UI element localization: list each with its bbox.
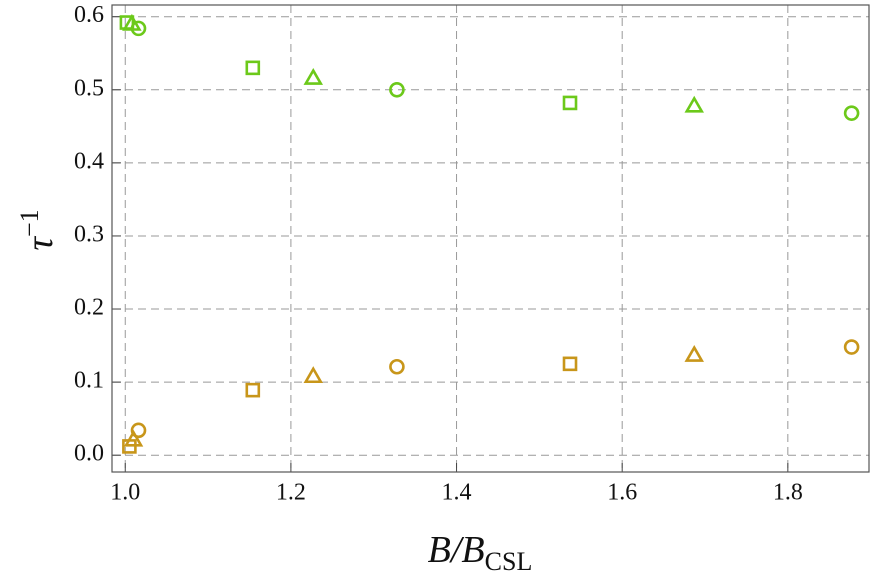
x-tick-label: 1.4 xyxy=(442,480,472,506)
triangle-marker xyxy=(303,366,324,384)
y-tick-label: 0.1 xyxy=(74,368,104,394)
plot-frame xyxy=(111,4,870,473)
x-axis-label: B/BCSL xyxy=(428,529,533,571)
triangle-marker xyxy=(303,67,324,85)
x-tick-label: 1.8 xyxy=(773,480,803,506)
x-label-sub: CSL xyxy=(485,547,533,571)
y-tick-label: 0.2 xyxy=(74,295,104,321)
x-tick-label: 1.6 xyxy=(607,480,637,506)
y-axis-label: τ−1 xyxy=(15,209,61,250)
y-tick-label: 0.0 xyxy=(74,441,104,467)
x-label-base: B/B xyxy=(428,529,485,571)
square-marker xyxy=(245,382,261,398)
triangle-marker xyxy=(684,344,704,362)
square-marker xyxy=(245,60,261,76)
y-label-base: τ xyxy=(19,236,61,251)
circle-marker xyxy=(130,20,147,37)
y-tick-label: 0.5 xyxy=(74,75,104,101)
circle-marker xyxy=(389,358,405,375)
y-tick-label: 0.3 xyxy=(74,221,104,247)
square-marker xyxy=(562,356,578,372)
circle-marker xyxy=(389,81,405,98)
y-tick-label: 0.4 xyxy=(74,148,104,174)
circle-marker xyxy=(843,105,860,121)
square-marker xyxy=(562,95,578,111)
triangle-marker xyxy=(123,429,144,447)
y-tick-label: 0.6 xyxy=(74,2,104,28)
circle-marker xyxy=(843,339,860,355)
circle-marker xyxy=(130,422,147,439)
x-tick-label: 1.2 xyxy=(276,480,306,506)
x-tick-label: 1.0 xyxy=(110,480,140,506)
triangle-marker xyxy=(684,95,704,113)
y-label-sup: −1 xyxy=(15,209,44,237)
